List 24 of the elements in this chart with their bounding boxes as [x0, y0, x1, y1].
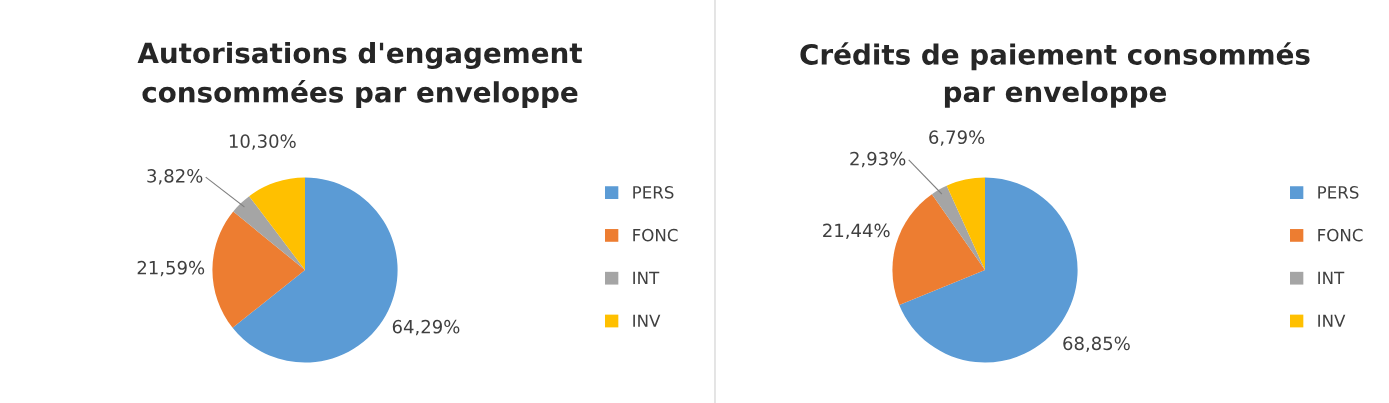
- legend-label: INT: [633, 271, 660, 284]
- legend-label: FONC: [1318, 228, 1363, 242]
- legend-label: PERS: [1318, 186, 1359, 199]
- data-label: 3,82%: [147, 169, 203, 185]
- legend-label: INV: [1318, 314, 1346, 327]
- data-label: 10,30%: [229, 134, 296, 150]
- pie-slice: [892, 194, 985, 305]
- pie-slice: [946, 177, 985, 270]
- legend-label: FONC: [633, 228, 678, 242]
- data-label: 64,29%: [392, 319, 460, 336]
- legend-label: INT: [1318, 271, 1345, 284]
- pie-slice: [233, 196, 305, 270]
- pie-slice: [931, 185, 985, 270]
- data-label: 21,44%: [823, 223, 890, 240]
- data-label: 68,85%: [1063, 336, 1130, 352]
- legend-label: PERS: [633, 186, 674, 199]
- chart-title: Crédits de paiement consommés par enveloppe: [800, 42, 1310, 108]
- chart-title: Autorisations d'engagement consommées par enveloppe: [137, 41, 582, 109]
- data-label: 6,79%: [929, 130, 985, 146]
- pie-slice: [212, 211, 305, 328]
- pie-slice: [249, 177, 305, 270]
- data-label: 21,59%: [137, 260, 205, 277]
- legend-label: INV: [633, 314, 661, 327]
- data-label: 2,93%: [850, 151, 906, 168]
